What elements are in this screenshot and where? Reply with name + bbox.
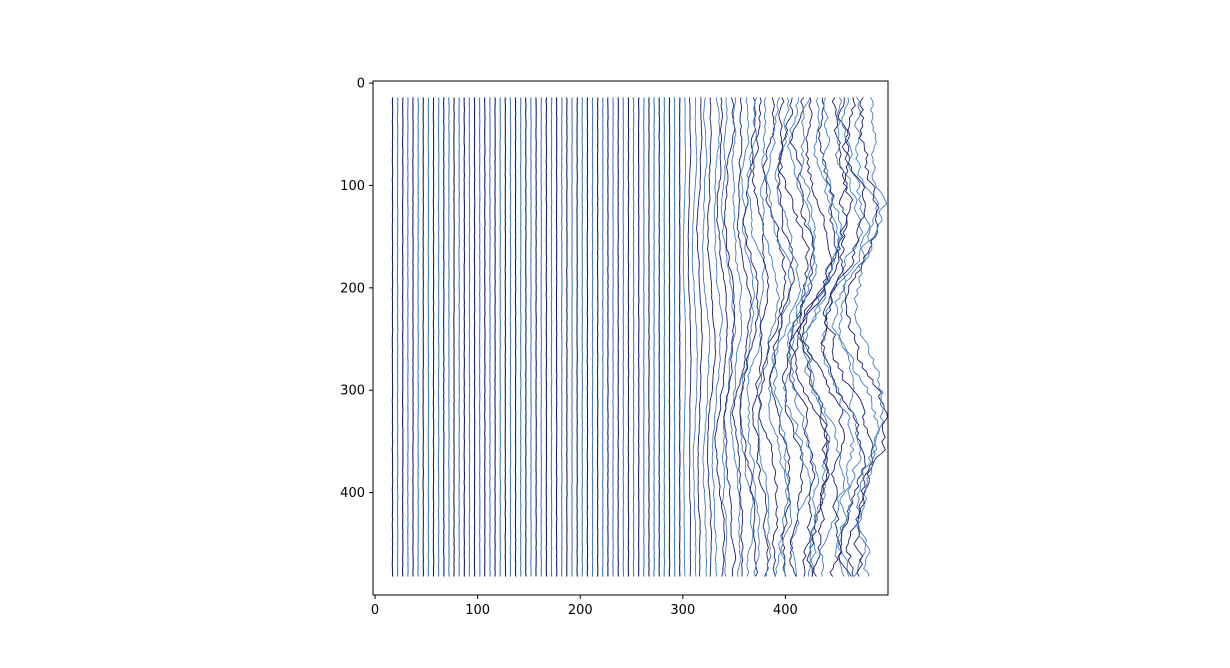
contour-line [720, 97, 736, 577]
contour-line [782, 97, 816, 577]
contour-line [854, 97, 888, 577]
contour-line [771, 97, 802, 577]
contour-line [777, 97, 810, 577]
axes-frame [372, 80, 889, 596]
contour-line [844, 97, 889, 577]
contour-line [729, 97, 743, 577]
contour-line [800, 97, 848, 577]
x-tick-label: 300 [670, 603, 695, 618]
contour-line [687, 97, 692, 577]
contour-line [682, 97, 687, 577]
x-tick-label: 0 [371, 603, 379, 618]
y-axis: 0 100 200 300 400 [340, 77, 373, 501]
y-tick-label: 200 [340, 281, 365, 296]
contour-line [723, 97, 737, 577]
contour-line [706, 97, 717, 577]
contour-line [696, 97, 703, 577]
contour-line [731, 97, 752, 577]
contour-line [796, 97, 840, 577]
x-tick-label: 100 [465, 603, 490, 618]
contour-line [788, 97, 833, 577]
contour-line [820, 97, 866, 577]
y-tick-label: 0 [357, 77, 365, 92]
x-tick-label: 200 [568, 603, 593, 618]
y-tick-label: 300 [340, 384, 365, 399]
contour-line [820, 97, 864, 577]
contour-line [746, 97, 766, 577]
y-tick-label: 400 [340, 486, 365, 501]
contour-line [822, 97, 874, 577]
x-axis: 0 100 200 300 400 [371, 595, 798, 618]
contour-line [802, 97, 840, 577]
contour-line [739, 97, 759, 577]
contour-line [789, 97, 816, 577]
contour-line [711, 97, 723, 577]
contour-line [702, 97, 711, 577]
x-tick-label: 400 [773, 603, 798, 618]
plot-lines [391, 97, 889, 577]
contour-line [838, 97, 880, 577]
contour-line [751, 97, 770, 577]
y-tick-label: 100 [340, 179, 365, 194]
contour-line [758, 97, 787, 577]
contour-line [691, 97, 698, 577]
contour-line [831, 97, 871, 577]
contour-line [714, 97, 728, 577]
contour-line [756, 97, 781, 577]
contour-line [803, 97, 846, 577]
